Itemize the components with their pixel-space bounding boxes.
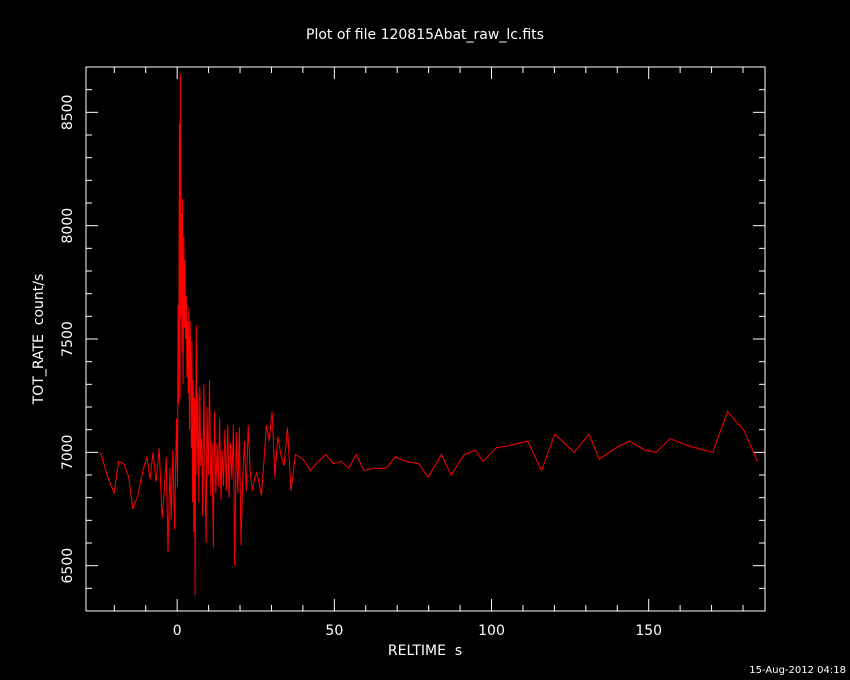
- footer-timestamp: 15-Aug-2012 04:18: [749, 665, 846, 676]
- x-tick-label: 100: [478, 623, 505, 639]
- y-tick-label: 7000: [60, 435, 76, 471]
- y-tick-label: 8500: [60, 95, 76, 131]
- series-line: [100, 73, 758, 596]
- tick-labels: 0 50 100 150 6500 7000 7500 8000 8500: [60, 95, 662, 639]
- y-axis-label: TOT_RATE count/s: [31, 274, 47, 406]
- y-tick-label: 7500: [60, 321, 76, 357]
- chart-title: Plot of file 120815Abat_raw_lc.fits: [306, 27, 544, 43]
- series-layer: [100, 73, 758, 596]
- y-tick-label: 6500: [60, 548, 76, 584]
- y-tick-label: 8000: [60, 208, 76, 244]
- x-tick-label: 0: [173, 623, 182, 639]
- x-tick-label: 150: [635, 623, 662, 639]
- x-tick-label: 50: [325, 623, 343, 639]
- axis-ticks: [86, 67, 765, 611]
- x-axis-label: RELTIME s: [388, 643, 462, 659]
